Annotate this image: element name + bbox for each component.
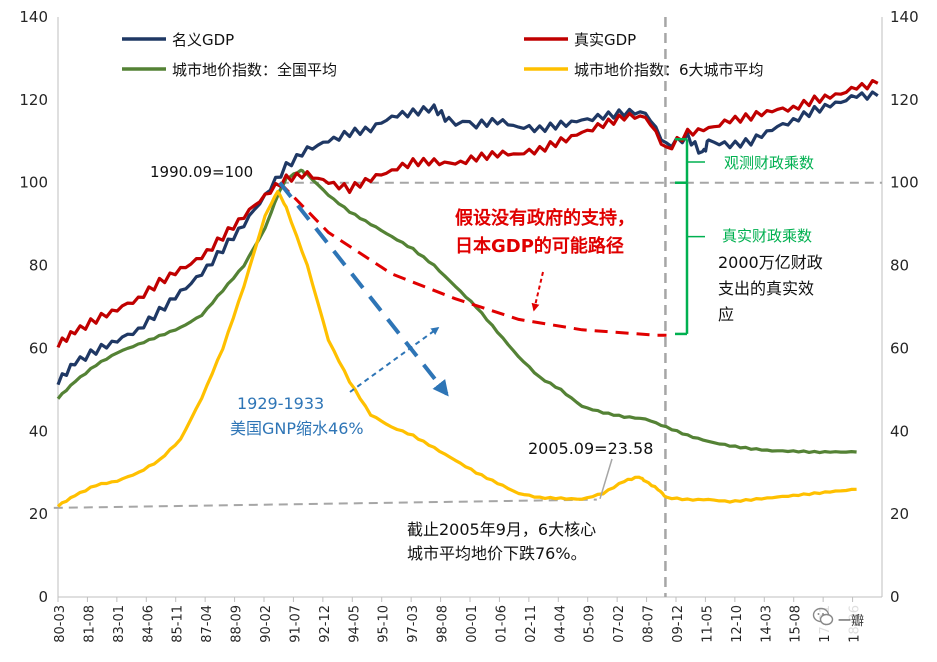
x-tick-label: 00-01 (465, 605, 480, 643)
y-tick-label-right: 0 (890, 588, 900, 606)
point-label: 2005.09=23.58 (528, 439, 653, 458)
x-tick-label: 01-06 (494, 605, 509, 643)
legend-label-4: 城市地价指数：6大城市平均 (574, 61, 764, 79)
x-tick-label: 97-03 (406, 605, 421, 643)
y-tick-label-left: 0 (38, 588, 48, 606)
axes: 0 0 20 20 40 40 60 60 80 80 100 100 120 120 140 140 80-0… (19, 8, 918, 643)
series-line-3 (56, 168, 857, 455)
y-tick-label-right: 20 (890, 505, 909, 523)
counterfactual-path (278, 181, 667, 337)
x-tick-label: 04-04 (553, 605, 568, 643)
counterfactual-label-2: 日本GDP的可能路径 (455, 235, 624, 257)
series-group (56, 78, 879, 508)
x-tick-label: 12-10 (730, 605, 745, 643)
us-gnp-pointer (349, 327, 440, 393)
y-tick-label-left: 120 (19, 91, 48, 109)
series-line-4 (56, 190, 857, 508)
x-tick-label: 87-04 (200, 605, 215, 643)
counterfactual-pointer (531, 271, 544, 312)
decline-line-2: 城市平均地价下跌76%。 (407, 544, 587, 563)
counterfactual-label-1: 假设没有政府的支持， (455, 207, 635, 229)
decline-line-1: 截止2005年9月，6大核心 (407, 520, 596, 539)
y-tick-label-left: 60 (29, 339, 48, 357)
x-tick-label: 15-08 (789, 605, 804, 643)
spending-effect-line-3: 应 (718, 305, 734, 324)
x-tick-label: 90-02 (259, 605, 274, 643)
y-tick-label-left: 80 (29, 257, 48, 275)
watermark: 一瓣 (808, 604, 928, 634)
y-tick-label-right: 140 (890, 8, 919, 26)
x-tick-label: 84-06 (141, 605, 156, 643)
us-gnp-label: 美国GNP缩水46% (230, 419, 364, 438)
y-tick-label-right: 80 (890, 257, 909, 275)
wechat-icon (812, 607, 834, 626)
y-tick-label-right: 40 (890, 422, 909, 440)
observed-multiplier-label: 观测财政乘数 (724, 154, 814, 172)
series-line-1 (56, 90, 879, 386)
x-tick-label: 09-12 (671, 605, 686, 643)
x-tick-label: 92-12 (318, 605, 333, 643)
x-tick-label: 11-05 (700, 605, 715, 643)
real-multiplier-label: 真实财政乘数 (722, 227, 812, 245)
spending-effect-line-1: 2000万亿财政 (718, 253, 823, 272)
reference-lines (53, 17, 882, 597)
x-tick-label: 91-07 (288, 605, 303, 643)
x-tick-label: 07-02 (612, 605, 627, 643)
legend-label-2: 真实GDP (574, 31, 636, 49)
y-tick-label-left: 140 (19, 8, 48, 26)
floor-dashed-line (53, 498, 597, 509)
y-tick-label-left: 100 (19, 174, 48, 192)
y-tick-label-right: 60 (890, 339, 909, 357)
x-tick-label: 08-07 (642, 605, 657, 643)
us-gnp-path (278, 181, 449, 397)
x-tick-label: 88-09 (230, 605, 245, 643)
us-years-label: 1929-1933 (237, 394, 324, 413)
series-line-2 (56, 78, 879, 349)
x-tick-label: 95-10 (377, 605, 392, 643)
x-tick-label: 14-03 (759, 605, 774, 643)
y-tick-label-left: 20 (29, 505, 48, 523)
x-tick-label: 05-09 (583, 605, 598, 643)
watermark-text: 一瓣 (838, 614, 865, 629)
legend-label-1: 名义GDP (172, 31, 234, 49)
y-tick-label-left: 40 (29, 422, 48, 440)
x-tick-label: 83-01 (112, 605, 127, 643)
x-tick-label: 02-11 (524, 605, 539, 643)
legend-label-3: 城市地价指数：全国平均 (172, 61, 337, 79)
x-tick-label: 94-05 (347, 605, 362, 643)
y-tick-label-right: 120 (890, 91, 919, 109)
point-label-leader (599, 458, 613, 500)
annotations: 1990.09=100 假设没有政府的支持， 日本GDP的可能路径 观测财政乘数真实财… (150, 137, 823, 563)
x-tick-label: 85-11 (171, 605, 186, 643)
spending-effect-line-2: 支出的真实效 (718, 279, 814, 298)
x-tick-label: 98-08 (436, 605, 451, 643)
x-tick-label: 80-03 (53, 605, 68, 643)
base-label: 1990.09=100 (150, 163, 253, 181)
x-tick-label: 81-08 (82, 605, 97, 643)
y-tick-label-right: 100 (890, 174, 919, 192)
legend: 名义GDP 真实GDP 城市地价指数：全国平均 城市地价指数：6大城市平均 (122, 31, 764, 79)
